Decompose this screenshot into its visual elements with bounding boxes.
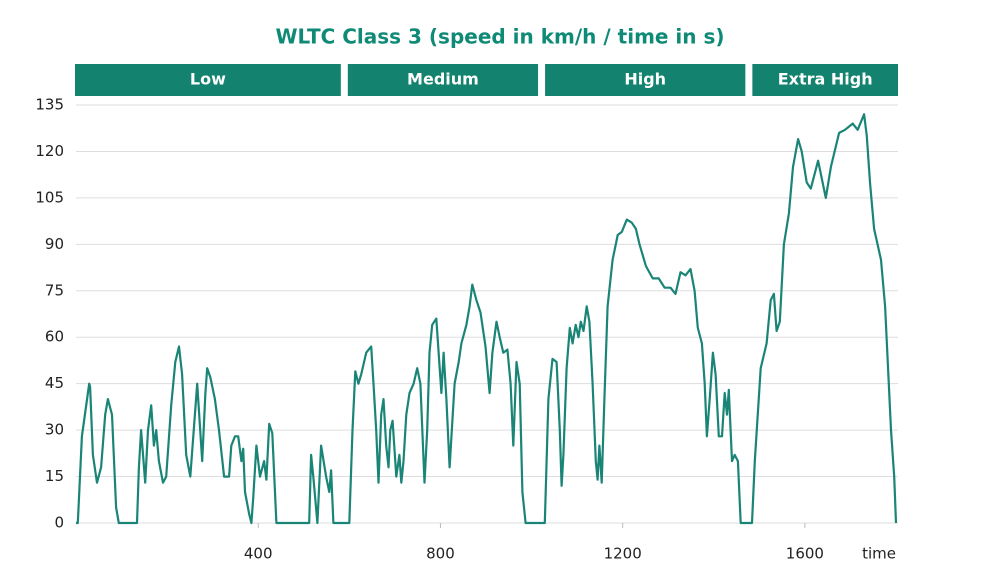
y-tick-label: 30 (45, 421, 64, 439)
x-axis-label: time (862, 545, 896, 563)
y-tick-label: 45 (45, 374, 64, 392)
phase-label: Medium (407, 70, 479, 89)
y-tick-label: 60 (45, 328, 64, 346)
y-tick-label: 15 (45, 467, 64, 485)
phase-band (347, 64, 539, 96)
phase-label: Extra High (778, 70, 873, 89)
x-tick-label: 1200 (604, 545, 642, 563)
x-tick-label: 1600 (786, 545, 824, 563)
chart-title: WLTC Class 3 (speed in km/h / time in s) (275, 25, 724, 49)
y-tick-label: 75 (45, 281, 64, 299)
phase-band (545, 64, 746, 96)
phase-band (75, 64, 341, 96)
phase-band (752, 64, 898, 96)
speed-line (76, 113, 898, 525)
y-tick-label: 120 (35, 142, 64, 160)
phase-label: Low (190, 70, 226, 89)
y-tick-label: 105 (35, 188, 64, 206)
y-tick-label: 135 (35, 96, 64, 114)
y-tick-label: 0 (54, 514, 64, 532)
x-tick-label: 800 (426, 545, 455, 563)
phase-label: High (624, 70, 666, 89)
y-tick-label: 90 (45, 235, 64, 253)
x-tick-label: 400 (244, 545, 273, 563)
